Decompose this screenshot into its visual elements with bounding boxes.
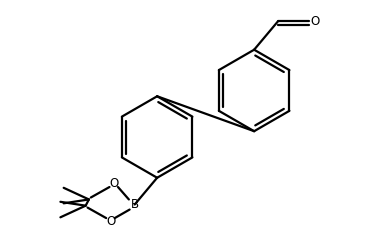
Text: O: O bbox=[311, 15, 320, 28]
Text: O: O bbox=[106, 215, 116, 228]
Text: O: O bbox=[109, 177, 119, 190]
Text: B: B bbox=[131, 198, 139, 211]
